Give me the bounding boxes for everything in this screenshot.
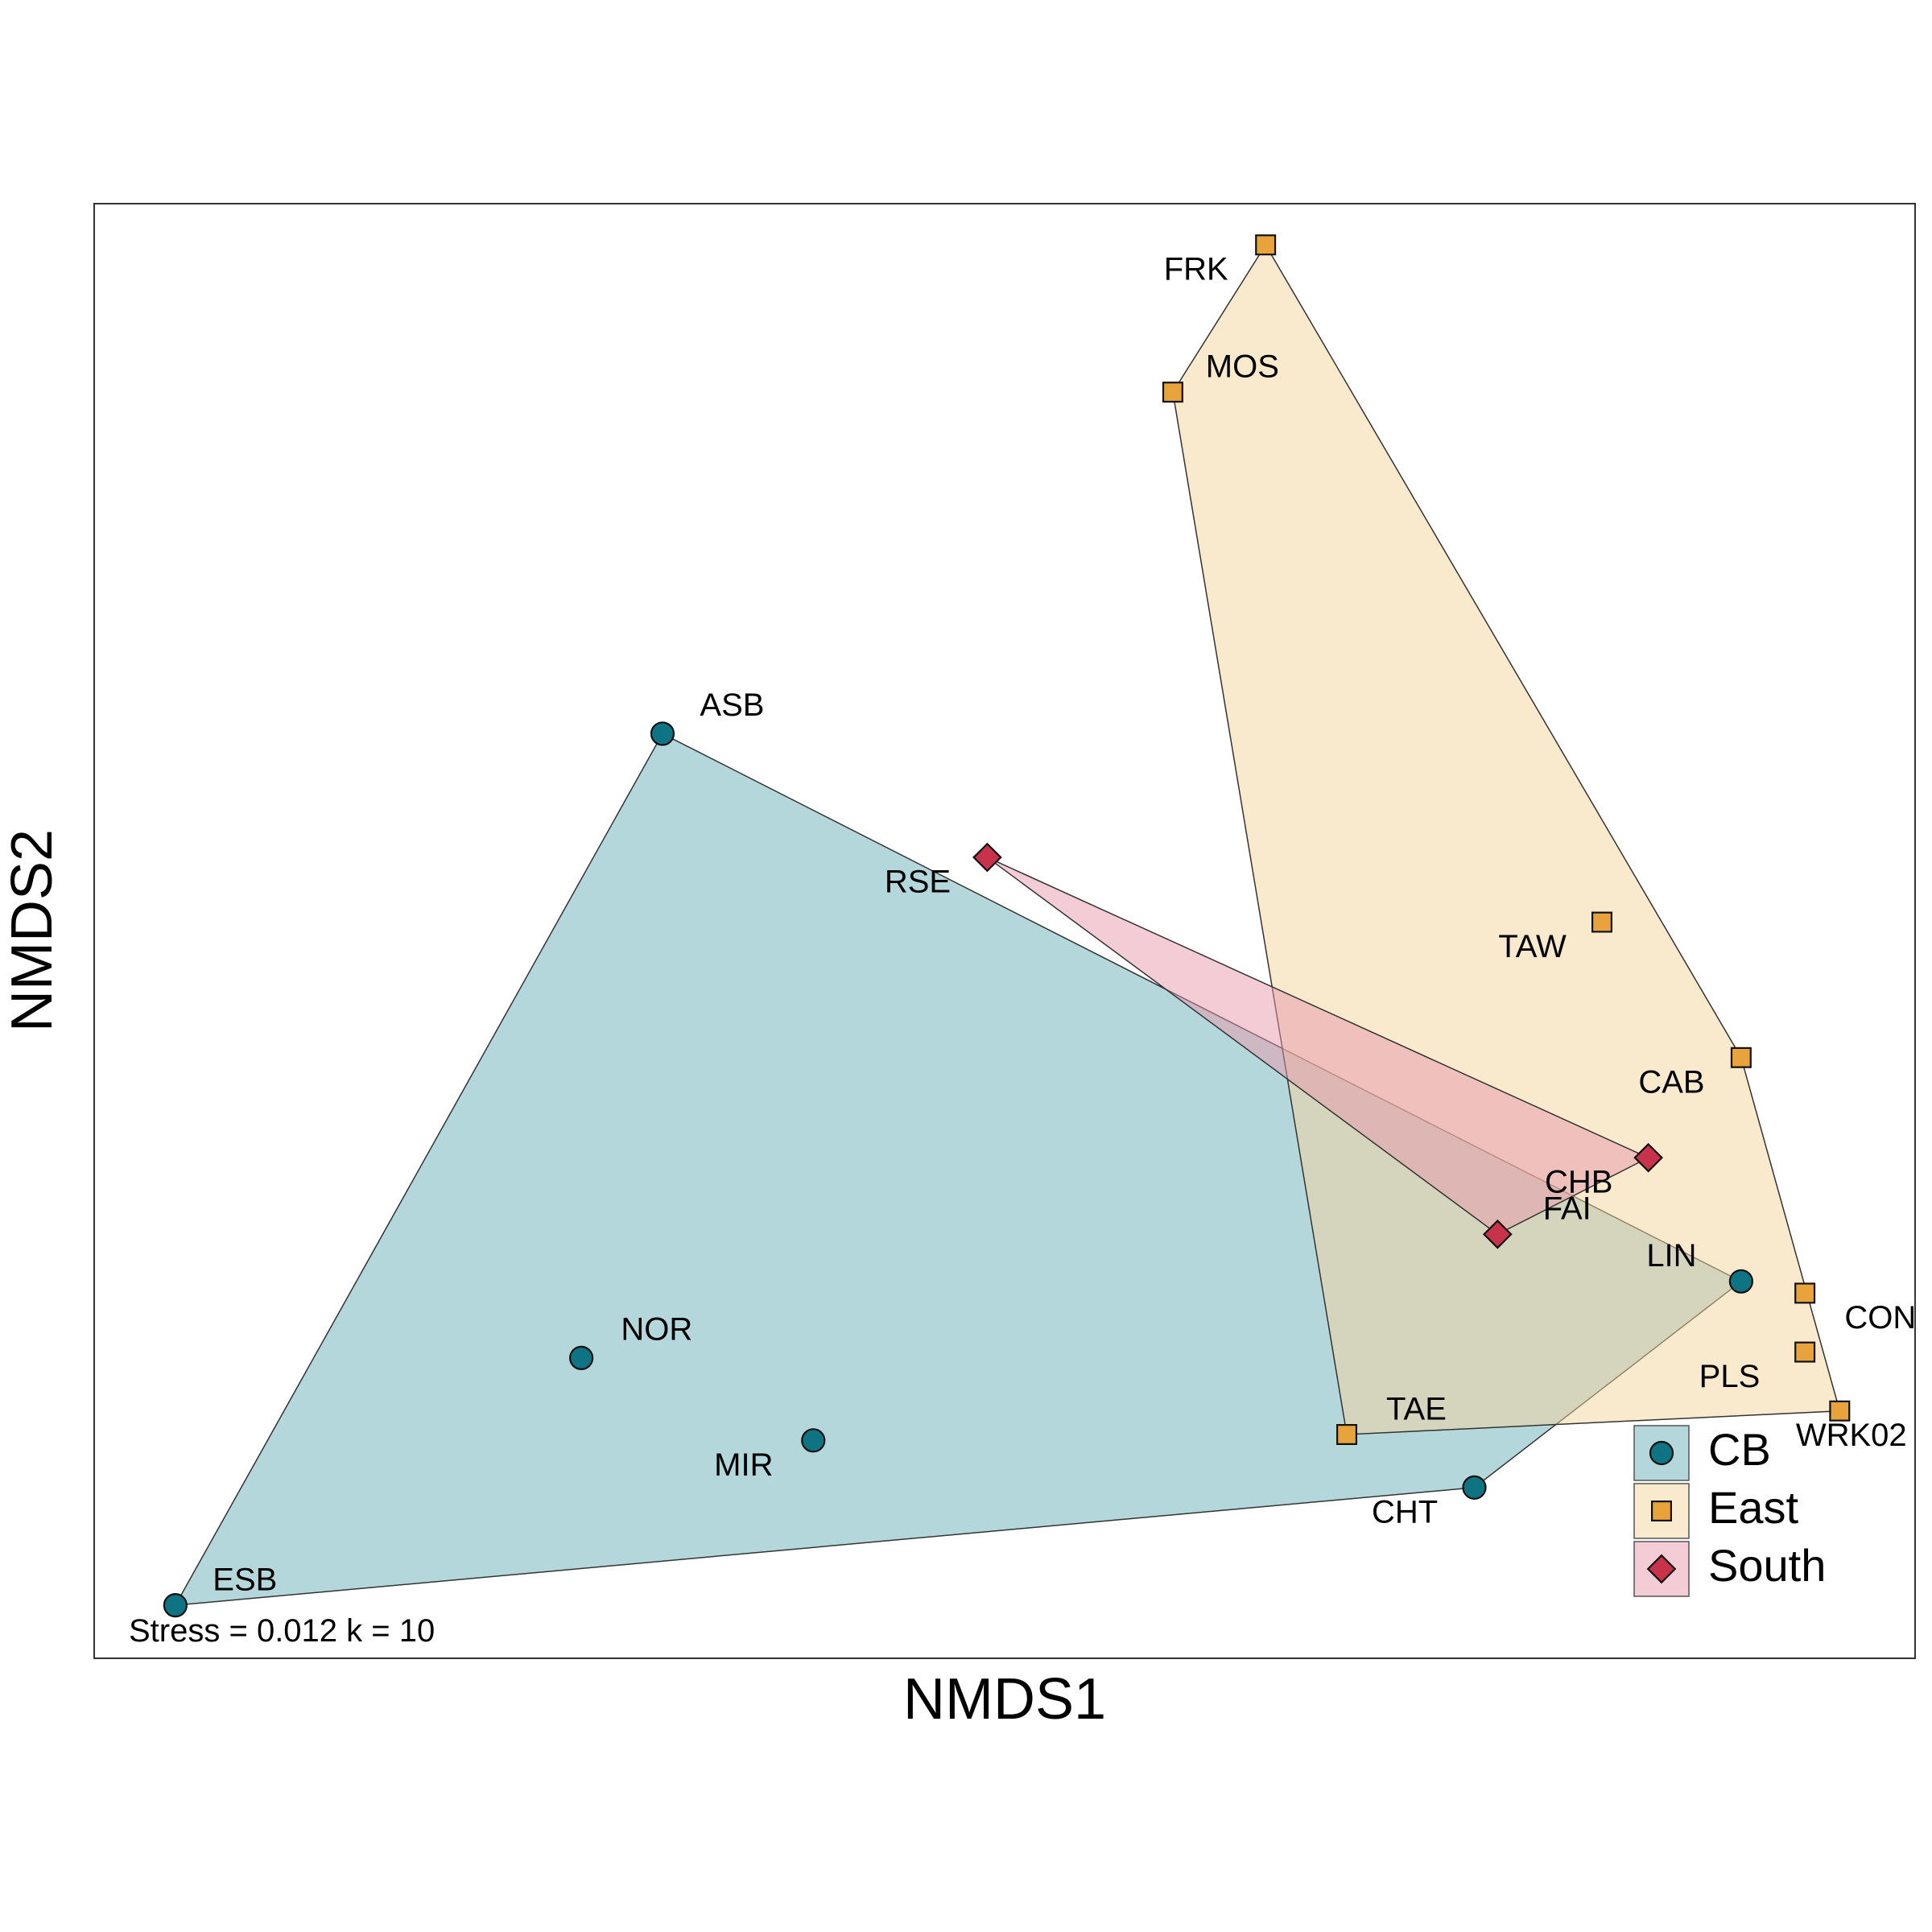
point-tae — [1336, 1423, 1358, 1445]
point-frk — [1255, 234, 1277, 256]
hull-east — [1172, 243, 1841, 1435]
point-wrk02 — [1829, 1400, 1851, 1422]
point-label-lin: LIN — [1646, 1238, 1696, 1274]
point-nor — [569, 1345, 594, 1370]
legend-marker-east — [1651, 1500, 1673, 1521]
point-esb — [163, 1593, 188, 1618]
data-points — [163, 234, 1851, 1618]
point-label-esb: ESB — [213, 1562, 277, 1597]
point-label-cht: CHT — [1372, 1494, 1438, 1530]
point-label-tae: TAE — [1386, 1391, 1447, 1426]
point-label-mir: MIR — [714, 1447, 773, 1483]
legend-marker-cb — [1649, 1440, 1674, 1466]
point-con — [1794, 1282, 1816, 1304]
plot-border — [93, 203, 1916, 1659]
point-label-frk: FRK — [1164, 252, 1228, 287]
point-rse — [972, 842, 1002, 873]
point-chb — [1633, 1142, 1663, 1173]
legend: CB East South — [1633, 1424, 1826, 1597]
legend-label-south: South — [1708, 1540, 1826, 1591]
stress-annotation: Stress = 0.012 k = 10 — [129, 1613, 435, 1649]
point-label-con: CON — [1844, 1300, 1916, 1335]
point-fai — [1482, 1219, 1513, 1249]
legend-label-east: East — [1708, 1482, 1798, 1533]
point-asb — [650, 721, 675, 746]
legend-marker-south — [1646, 1554, 1677, 1584]
point-pls — [1794, 1341, 1816, 1363]
point-label-fai: FAI — [1543, 1191, 1591, 1227]
y-axis-label: NMDS2 — [0, 829, 64, 1032]
point-label-pls: PLS — [1699, 1359, 1761, 1394]
point-label-chb: CHB — [1545, 1165, 1612, 1200]
point-label-cab: CAB — [1638, 1064, 1704, 1100]
point-label-mos: MOS — [1206, 349, 1279, 384]
point-lin — [1728, 1269, 1753, 1294]
point-labels: ASB NOR MIR ESB CHT LIN FRK MOS TAW CAB CON PLS WRK0… — [213, 252, 1916, 1598]
x-axis-label: NMDS1 — [903, 1667, 1106, 1732]
group-hulls — [174, 243, 1841, 1607]
point-label-wrk02: WRK02 — [1796, 1418, 1907, 1453]
point-mos — [1162, 382, 1183, 403]
point-label-asb: ASB — [700, 687, 764, 723]
point-label-taw: TAW — [1498, 929, 1567, 964]
point-label-nor: NOR — [621, 1312, 692, 1348]
hull-south — [986, 857, 1650, 1236]
point-taw — [1591, 911, 1612, 933]
point-cht — [1462, 1475, 1487, 1500]
point-mir — [801, 1428, 826, 1453]
point-label-rse: RSE — [885, 865, 951, 900]
point-cab — [1730, 1046, 1752, 1068]
legend-label-cb: CB — [1708, 1424, 1771, 1475]
